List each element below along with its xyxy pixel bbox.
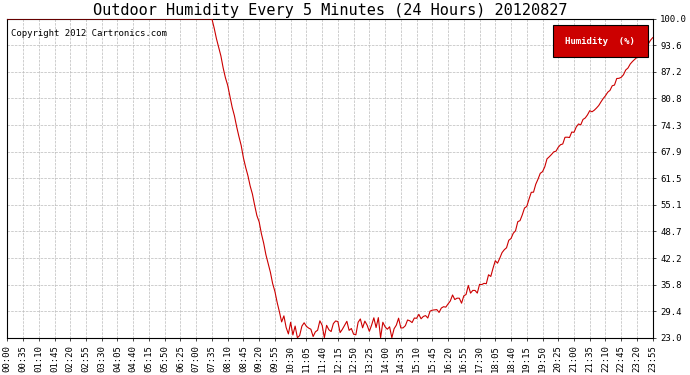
FancyBboxPatch shape <box>553 26 648 57</box>
Text: Humidity  (%): Humidity (%) <box>566 37 635 46</box>
Title: Outdoor Humidity Every 5 Minutes (24 Hours) 20120827: Outdoor Humidity Every 5 Minutes (24 Hou… <box>92 3 567 18</box>
Text: Copyright 2012 Cartronics.com: Copyright 2012 Cartronics.com <box>10 28 166 38</box>
